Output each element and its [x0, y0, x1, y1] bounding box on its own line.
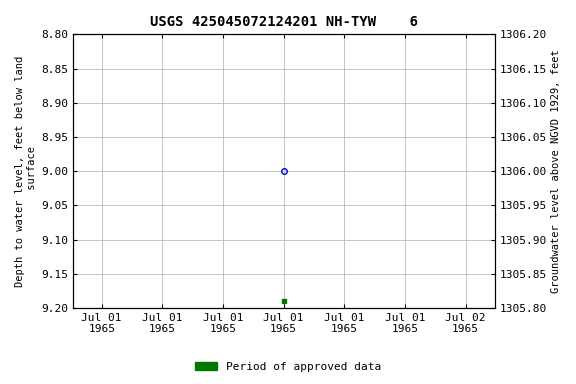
Y-axis label: Groundwater level above NGVD 1929, feet: Groundwater level above NGVD 1929, feet [551, 49, 561, 293]
Title: USGS 425045072124201 NH-TYW    6: USGS 425045072124201 NH-TYW 6 [150, 15, 418, 29]
Y-axis label: Depth to water level, feet below land
 surface: Depth to water level, feet below land su… [15, 56, 37, 287]
Legend: Period of approved data: Period of approved data [191, 358, 385, 377]
